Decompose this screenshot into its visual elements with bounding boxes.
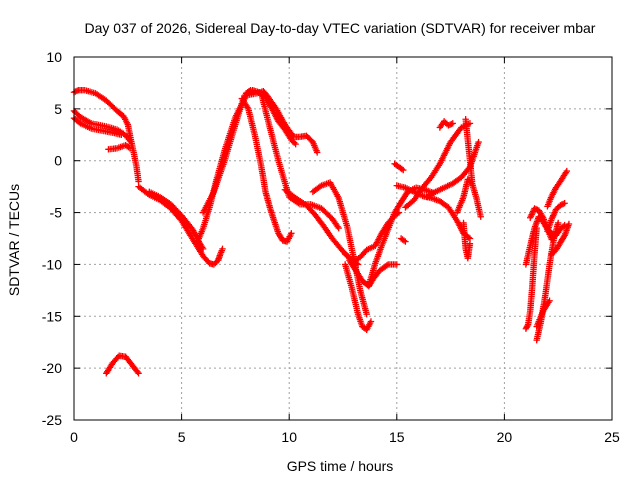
y-tick-label: -5 bbox=[50, 205, 63, 221]
data-point bbox=[449, 120, 456, 127]
series-markers bbox=[72, 116, 123, 138]
y-tick-label: -15 bbox=[42, 308, 62, 324]
series-arc-16 bbox=[341, 261, 375, 333]
series-markers bbox=[550, 222, 572, 256]
series-markers bbox=[534, 299, 552, 329]
y-tick-label: 0 bbox=[54, 153, 62, 169]
series-layer bbox=[70, 86, 573, 377]
series-arc-6 bbox=[146, 188, 207, 253]
series-markers bbox=[392, 161, 405, 173]
y-tick-label: 5 bbox=[54, 101, 62, 117]
series-markers bbox=[454, 177, 484, 219]
series-markers bbox=[104, 352, 141, 376]
series-markers bbox=[460, 221, 473, 260]
series-arc-20 bbox=[436, 118, 456, 131]
series-arc-35 bbox=[103, 352, 142, 377]
series-markers bbox=[107, 142, 132, 153]
y-tick-label: -10 bbox=[42, 256, 62, 272]
series-markers bbox=[545, 169, 570, 208]
data-point bbox=[557, 202, 564, 209]
axis-ticks: 0 5 10 15 20 25 -25 -20 -15 -10 -5 0 5 10 bbox=[42, 49, 620, 445]
x-tick-label: 5 bbox=[178, 429, 186, 445]
y-tick-label: -25 bbox=[42, 412, 62, 428]
x-tick-label: 15 bbox=[389, 429, 405, 445]
x-tick-label: 25 bbox=[604, 429, 620, 445]
series-arc-34 bbox=[548, 220, 573, 258]
series-arc-23 bbox=[391, 160, 407, 174]
series-arc-24 bbox=[397, 235, 409, 245]
series-arc-26 bbox=[462, 116, 476, 185]
series-arc-32 bbox=[544, 200, 568, 235]
data-point bbox=[561, 200, 568, 207]
plot-frame bbox=[73, 56, 613, 421]
series-markers bbox=[258, 92, 341, 230]
series-markers bbox=[462, 117, 476, 183]
series-arc-3 bbox=[105, 141, 134, 153]
series-arc-19 bbox=[402, 120, 474, 211]
series-arc-29 bbox=[533, 297, 553, 330]
series-arc-10 bbox=[238, 95, 295, 245]
series-arc-25 bbox=[460, 219, 474, 262]
y-tick-label: -20 bbox=[42, 360, 62, 376]
series-markers bbox=[239, 96, 294, 245]
series-markers bbox=[403, 121, 472, 210]
series-arc-11 bbox=[258, 90, 342, 232]
series-arc-30 bbox=[522, 213, 568, 268]
series-markers bbox=[399, 236, 408, 244]
y-tick-label: 10 bbox=[46, 49, 62, 65]
x-tick-label: 20 bbox=[497, 429, 513, 445]
series-markers bbox=[342, 263, 374, 332]
series-arc-15 bbox=[346, 257, 400, 290]
y-axis-label: SDTVAR / TECUs bbox=[6, 184, 22, 296]
series-arc-4 bbox=[70, 114, 125, 138]
series-markers bbox=[544, 200, 567, 233]
series-markers bbox=[437, 119, 455, 130]
series-markers bbox=[523, 226, 540, 331]
series-markers bbox=[366, 184, 435, 287]
x-tick-label: 10 bbox=[281, 429, 297, 445]
chart-title: Day 037 of 2026, Sidereal Day-to-day VTE… bbox=[85, 20, 596, 36]
series-arc-27 bbox=[522, 224, 540, 332]
x-axis-label: GPS time / hours bbox=[287, 458, 394, 474]
x-tick-label: 0 bbox=[70, 429, 78, 445]
series-arc-33 bbox=[544, 167, 571, 210]
